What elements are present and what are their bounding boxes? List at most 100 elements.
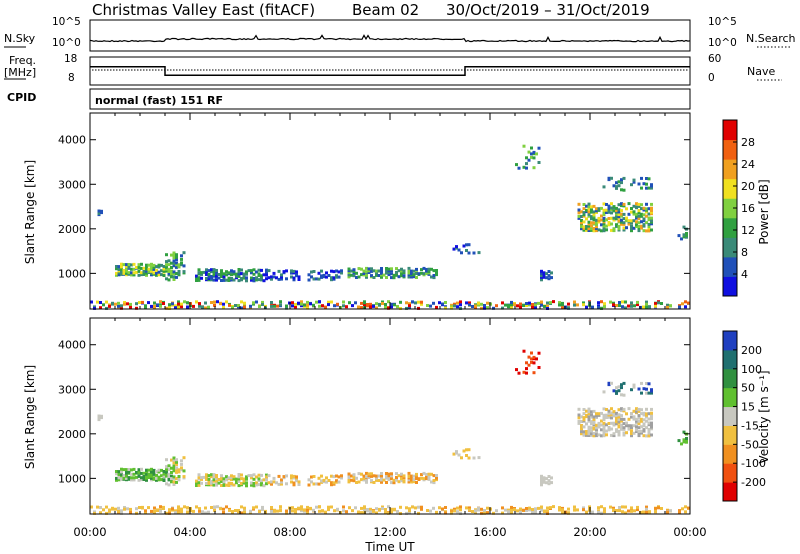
velocity-cell [235,477,238,481]
velocity-cell [390,477,393,481]
velocity-cell [140,476,143,480]
velocity-cell [257,473,261,477]
power-cell [453,302,456,306]
power-cell [390,267,393,271]
power-cell [618,304,621,307]
power-cell [155,271,158,275]
power-cell [467,243,471,247]
velocity-cell [642,510,645,514]
power-cell [684,300,687,304]
power-cell [240,268,243,272]
power-cell [365,270,368,274]
velocity-cell [627,424,631,428]
velocity-cell [250,483,253,487]
power-cell [167,278,171,282]
y-tick-label: 3000 [58,383,86,396]
power-cell [120,306,123,310]
power-cell [317,277,321,281]
velocity-cell [645,505,648,509]
power-cell [537,146,541,150]
velocity-cell [654,507,657,511]
power-cell [350,269,353,273]
power-cell [202,270,206,274]
velocity-cell [645,391,648,395]
velocity-cell [637,430,641,433]
power-cell [414,301,417,305]
velocity-cell [380,472,383,475]
velocity-cell [501,511,504,515]
power-cell [422,266,426,270]
power-cell [347,273,351,277]
velocity-cell [378,507,381,511]
velocity-cell [530,357,533,361]
velocity-cell [685,437,688,440]
power-cell [325,271,328,275]
power-cell [245,270,248,274]
power-cell [547,274,551,278]
power-cell [123,302,126,306]
power-cell [420,300,423,304]
velocity-cell [607,415,611,419]
power-cell [600,214,603,218]
velocity-cell [290,474,293,478]
power-cell [607,217,611,220]
cpid-text: normal (fast) 151 RF [95,94,223,107]
power-cell [620,209,623,213]
velocity-cell [645,415,648,419]
velocity-cell [165,511,168,515]
velocity-swatch [723,368,737,389]
power-cell [327,303,330,307]
power-cell [645,302,648,306]
velocity-cell [137,474,141,478]
power-cell [130,263,133,267]
power-cell [595,221,598,225]
power-cell [198,304,201,308]
power-cell [197,268,201,272]
velocity-cell [410,477,413,481]
power-cell [275,276,278,280]
velocity-cell [167,468,171,472]
velocity-cell [585,430,588,433]
velocity-cell [170,477,173,481]
velocity-cell [250,481,253,485]
velocity-cell [240,477,243,481]
power-cell [216,300,219,304]
velocity-cell [366,509,369,513]
velocity-cell [455,450,458,454]
velocity-cell [636,505,639,509]
power-cell [590,205,593,209]
velocity-cell [130,478,133,482]
power-cell [590,228,593,232]
velocity-cell [240,473,243,477]
velocity-cell [681,507,684,511]
velocity-cell [605,416,608,419]
power-cell [590,217,593,221]
velocity-cell [97,416,101,420]
power-cell [120,304,123,308]
power-cell [595,209,598,213]
power-cell [465,301,468,305]
power-cell [592,204,596,208]
power-cell [645,305,648,309]
power-cell [432,269,436,273]
velocity-cell [585,433,588,437]
velocity-cell [201,510,204,514]
velocity-cell [180,462,183,466]
power-cell [230,273,233,277]
power-cell [573,303,576,307]
power-cell [622,222,626,226]
power-cell [622,212,626,216]
velocity-cell [315,505,318,509]
velocity-cell [204,506,207,510]
power-cell [155,273,158,277]
velocity-cell [477,506,480,510]
power-cell [156,303,159,307]
power-cell [640,224,643,228]
velocity-cell [270,509,273,513]
velocity-cell [542,476,546,480]
nsearch-tick-bottom: 10^0 [708,37,737,49]
power-cell [290,275,293,279]
power-cell [237,279,241,283]
